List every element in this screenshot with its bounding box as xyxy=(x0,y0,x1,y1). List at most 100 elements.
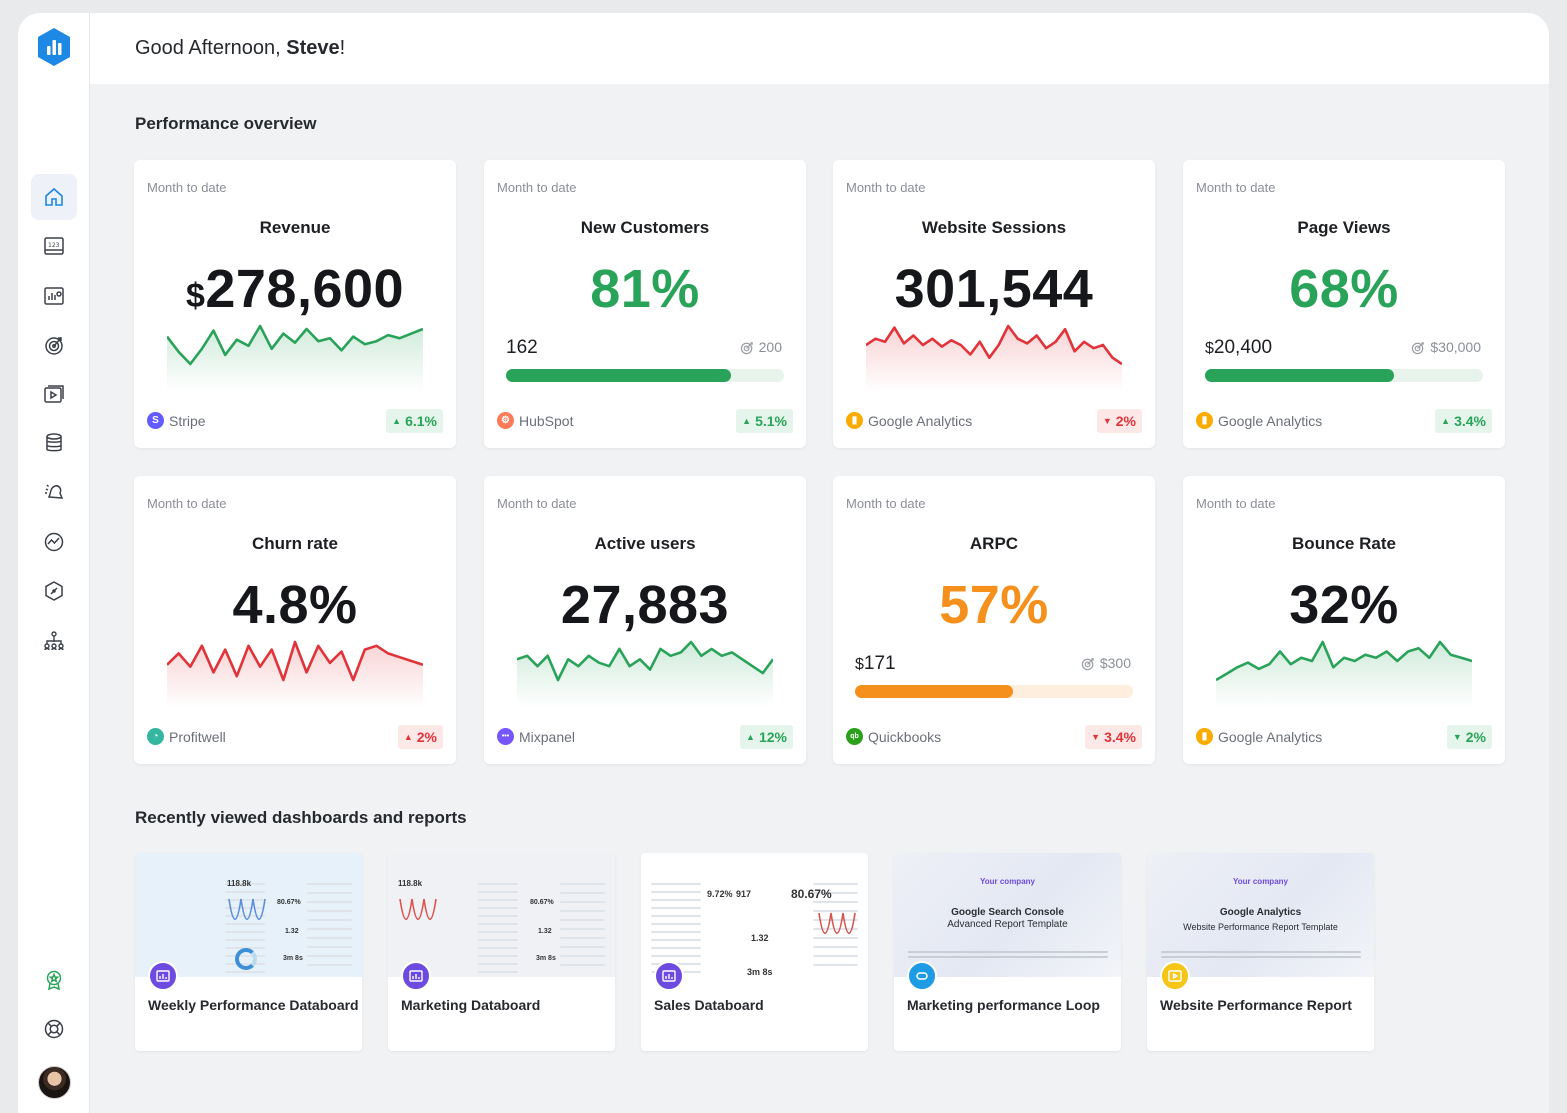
sidebar: 123 xyxy=(18,13,90,1113)
report-type-badge xyxy=(907,961,937,991)
thumbnail-table-line xyxy=(560,946,605,948)
thumbnail-table-line xyxy=(307,892,352,894)
report-play-icon xyxy=(44,385,64,403)
thumbnail-metric: 3m 8s xyxy=(536,955,556,962)
thumbnail-table-line xyxy=(307,964,352,966)
svg-text:123: 123 xyxy=(48,242,60,249)
thumbnail-table-line xyxy=(813,937,858,939)
thumbnail-table-line xyxy=(307,946,352,948)
report-card-weekly-performance-databoard[interactable]: 118.8k 80.67% 1.32 3m 8s Weekly Performance … xyxy=(135,853,362,1051)
thumbnail-table-line xyxy=(225,931,265,933)
thumbnail-metric: 9.72% xyxy=(707,889,733,899)
metric-period: Month to date xyxy=(147,496,227,511)
sparkline-chart xyxy=(866,324,1122,392)
thumbnail-table-line xyxy=(560,964,605,966)
thumbnail-metric: 3m 8s xyxy=(747,967,773,977)
sidebar-item-alerts[interactable] xyxy=(31,469,77,515)
thumbnail-table-line xyxy=(307,928,352,930)
report-type-badge xyxy=(148,961,178,991)
sidebar-item-metrics[interactable]: 123 xyxy=(31,223,77,269)
thumbnail-table-line xyxy=(478,939,518,941)
metric-card-revenue[interactable]: Month to date Revenue $278,600 S Stripe ▲ 6.1% xyxy=(134,160,456,448)
data-source[interactable]: ▮ Google Analytics xyxy=(846,412,972,429)
report-card-website-performance-report[interactable]: Your company Google Analytics Website Perf… xyxy=(1147,853,1374,1051)
report-card-marketing-databoard[interactable]: 118.8k 80.67% 1.32 3m 8s Marketing Databoard xyxy=(388,853,615,1051)
data-source-name: Google Analytics xyxy=(1218,728,1323,745)
sparkline-area xyxy=(167,326,423,392)
goal-progress-bar xyxy=(506,369,784,382)
thumbnail-table-line xyxy=(813,928,858,930)
sidebar-item-insights[interactable] xyxy=(31,519,77,565)
metric-number: 301,544 xyxy=(894,259,1094,319)
report-thumbnail: 118.8k 80.67% 1.32 3m 8s xyxy=(388,853,615,977)
thumbnail-table-line xyxy=(307,910,352,912)
data-source[interactable]: S Stripe xyxy=(147,412,206,429)
metric-period: Month to date xyxy=(846,496,926,511)
thumbnail-heading: Google Analytics xyxy=(1219,907,1302,918)
data-source[interactable]: ⚙ HubSpot xyxy=(497,412,573,429)
metric-card-active-users[interactable]: Month to date Active users 27,883 ••• Mixpan… xyxy=(484,476,806,764)
report-card-marketing-performance-loop[interactable]: Your company Google Search Console Advance… xyxy=(894,853,1121,1051)
goal-target-icon xyxy=(45,337,63,355)
change-value: 6.1% xyxy=(405,413,437,429)
metric-period: Month to date xyxy=(147,180,227,195)
thumbnail-table-line xyxy=(560,901,605,903)
metric-period: Month to date xyxy=(497,180,577,195)
sparkline-area xyxy=(517,642,773,708)
databox-logo-icon[interactable] xyxy=(36,27,72,67)
sidebar-item-performance[interactable] xyxy=(31,568,77,614)
gauge-icon xyxy=(45,581,63,601)
report-thumbnail: 9.72% 917 80.67% 1.32 3m 8s xyxy=(641,853,868,977)
sidebar-item-goals[interactable] xyxy=(31,322,77,368)
data-source[interactable]: ▮ Google Analytics xyxy=(1196,412,1322,429)
goal-current-number: 20,400 xyxy=(1213,337,1273,358)
metric-card-bounce-rate[interactable]: Month to date Bounce Rate 32% ▮ Google Analy… xyxy=(1183,476,1505,764)
goal-target: 200 xyxy=(740,339,782,355)
report-name: Weekly Performance Databoard xyxy=(148,997,359,1013)
metric-card-new-customers[interactable]: Month to date New Customers 81% 162 200 ⚙ HubS… xyxy=(484,160,806,448)
sidebar-item-help[interactable] xyxy=(31,1006,77,1052)
trend-insight-icon xyxy=(44,532,64,552)
data-source-name: Google Analytics xyxy=(868,412,973,429)
sidebar-item-reports[interactable] xyxy=(31,371,77,417)
thumbnail-metric: 80.67% xyxy=(530,899,554,906)
thumbnail-table-line xyxy=(813,892,858,894)
report-card-sales-databoard[interactable]: 9.72% 917 80.67% 1.32 3m 8s Sales Databoard xyxy=(641,853,868,1051)
thumbnail-table-line xyxy=(225,971,265,973)
sparkline-line xyxy=(167,324,423,366)
sparkline-line xyxy=(866,324,1122,366)
arrow-down-icon: ▼ xyxy=(1102,416,1112,426)
thumbnail-table-line xyxy=(560,892,605,894)
metric-value: $278,600 xyxy=(134,258,456,320)
report-name: Sales Databoard xyxy=(654,997,764,1013)
user-avatar[interactable] xyxy=(38,1066,71,1099)
arrow-up-icon: ▲ xyxy=(403,732,413,742)
sidebar-item-achievements[interactable] xyxy=(31,957,77,1003)
thumbnail-table-line xyxy=(560,955,605,957)
sidebar-item-home[interactable] xyxy=(31,174,77,220)
data-source[interactable]: qb Quickbooks xyxy=(846,728,941,745)
thumbnail-metric: 1.32 xyxy=(285,928,299,935)
data-source[interactable]: ▮ Google Analytics xyxy=(1196,728,1322,745)
sidebar-item-databoards[interactable] xyxy=(31,273,77,319)
data-source[interactable]: ◔ Profitwell xyxy=(147,728,226,745)
change-value: 5.1% xyxy=(755,413,787,429)
metric-number: 81% xyxy=(590,259,700,319)
thumbnail-subheading: Website Performance Report Template xyxy=(1183,922,1338,932)
metric-card-churn-rate[interactable]: Month to date Churn rate 4.8% ◔ Profitwell ▲ 2… xyxy=(134,476,456,764)
sidebar-item-data-sources[interactable] xyxy=(31,420,77,466)
report-type-badge xyxy=(1160,961,1190,991)
greeting-suffix: ! xyxy=(339,37,346,59)
thumbnail-subheading: Advanced Report Template xyxy=(947,919,1068,930)
sidebar-item-accounts[interactable] xyxy=(31,618,77,664)
databoard-icon xyxy=(409,970,423,982)
metric-value: 32% xyxy=(1183,574,1505,636)
metric-card-website-sessions[interactable]: Month to date Website Sessions 301,544 ▮ Goo… xyxy=(833,160,1155,448)
metric-card-arpc[interactable]: Month to date ARPC 57% $171 $300 qb Quickbooks… xyxy=(833,476,1155,764)
thumbnail-table-line xyxy=(651,931,701,933)
metric-card-page-views[interactable]: Month to date Page Views 68% $20,400 $30,000… xyxy=(1183,160,1505,448)
data-source[interactable]: ••• Mixpanel xyxy=(497,728,575,745)
thumbnail-table-line xyxy=(651,955,701,957)
goal-currency: $ xyxy=(855,656,864,673)
thumbnail-company: Your company xyxy=(980,877,1035,886)
